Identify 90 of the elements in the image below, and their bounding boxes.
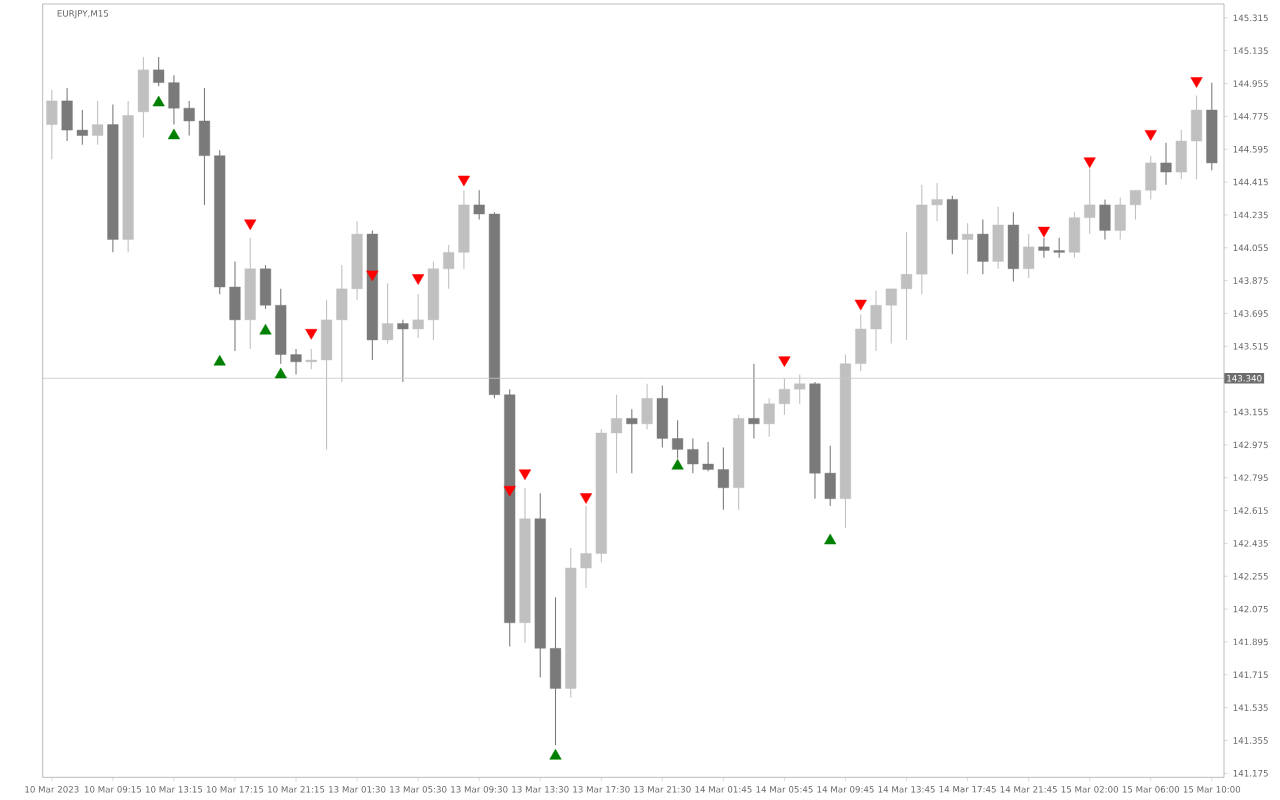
point bbox=[305, 329, 318, 340]
candlestick bbox=[397, 319, 409, 383]
y-tick-label: 142.075 bbox=[1233, 605, 1268, 613]
x-tick-label: 14 Mar 01:45 bbox=[695, 786, 752, 793]
y-tick-label: 143.695 bbox=[1233, 310, 1268, 317]
x-tick-label: 10 Mar 2023 bbox=[25, 786, 79, 793]
x-tick-label: 10 Mar 17:15 bbox=[206, 786, 264, 793]
point bbox=[1083, 157, 1096, 169]
candlestick bbox=[412, 293, 424, 339]
y-tick-label: 141.175 bbox=[1233, 770, 1268, 777]
y-tick-label: 145.315 bbox=[1233, 14, 1268, 22]
point bbox=[778, 356, 791, 367]
candlestick bbox=[1160, 142, 1172, 186]
candlestick bbox=[885, 288, 897, 345]
y-tick-label: 141.895 bbox=[1233, 638, 1268, 646]
point bbox=[412, 274, 425, 285]
x-tick-label: 14 Mar 21:45 bbox=[1000, 786, 1057, 793]
point bbox=[503, 485, 516, 497]
x-tick-label: 13 Mar 21:30 bbox=[634, 786, 691, 793]
candlestick bbox=[763, 397, 775, 438]
x-tick-label: 10 Mar 13:15 bbox=[145, 786, 203, 793]
y-tick-label: 144.595 bbox=[1233, 145, 1268, 153]
candlestick bbox=[153, 56, 165, 87]
y-tick-label: 143.155 bbox=[1233, 408, 1268, 416]
candlestick bbox=[443, 244, 455, 290]
candlestick bbox=[870, 290, 882, 352]
y-tick-label: 142.255 bbox=[1233, 572, 1268, 580]
candlestick bbox=[687, 437, 699, 474]
x-tick-label: 15 Mar 06:00 bbox=[1122, 786, 1180, 793]
y-tick-label: 141.715 bbox=[1233, 671, 1268, 678]
y-tick-label: 144.235 bbox=[1233, 211, 1268, 219]
x-tick-label: 13 Mar 05:30 bbox=[390, 786, 447, 793]
y-tick-label: 142.435 bbox=[1233, 540, 1268, 547]
x-tick-label: 13 Mar 01:30 bbox=[329, 786, 386, 793]
candlestick bbox=[717, 447, 729, 511]
point bbox=[549, 749, 562, 760]
candlestick bbox=[580, 505, 592, 589]
candlestick bbox=[702, 441, 714, 472]
ref-line-label: 143.340 bbox=[1227, 374, 1262, 382]
y-tick-label: 142.615 bbox=[1233, 507, 1268, 514]
candlestick bbox=[931, 182, 943, 222]
x-tick-label: 13 Mar 17:30 bbox=[573, 786, 630, 793]
x-tick-label: 13 Mar 09:30 bbox=[451, 786, 508, 793]
candlestick bbox=[183, 100, 195, 137]
x-tick-label: 15 Mar 02:00 bbox=[1061, 786, 1119, 793]
y-tick-label: 142.975 bbox=[1233, 441, 1268, 449]
y-tick-label: 144.775 bbox=[1233, 113, 1268, 120]
x-tick-label: 14 Mar 09:45 bbox=[817, 786, 874, 793]
point bbox=[366, 270, 379, 282]
candlestick bbox=[1129, 189, 1142, 221]
point bbox=[1144, 130, 1157, 141]
candlestick bbox=[305, 348, 317, 370]
candlestick bbox=[46, 89, 58, 160]
x-tick-label: 14 Mar 05:45 bbox=[756, 786, 813, 793]
candlestick bbox=[901, 231, 913, 341]
point bbox=[579, 493, 593, 504]
x-tick-label: 10 Mar 09:15 bbox=[84, 786, 142, 793]
point bbox=[244, 219, 257, 231]
point bbox=[1190, 77, 1203, 88]
y-tick-label: 144.955 bbox=[1233, 80, 1268, 87]
point bbox=[1037, 226, 1050, 238]
x-tick-label: 14 Mar 13:45 bbox=[878, 786, 935, 793]
point bbox=[854, 299, 867, 311]
candlestick bbox=[962, 222, 974, 275]
y-tick-label: 142.795 bbox=[1233, 474, 1268, 481]
y-tick-label: 144.415 bbox=[1233, 178, 1268, 186]
y-tick-label: 145.135 bbox=[1233, 47, 1268, 54]
y-tick-label: 141.355 bbox=[1233, 737, 1268, 744]
candlestick bbox=[1023, 233, 1035, 279]
x-tick-label: 14 Mar 17:45 bbox=[939, 786, 996, 793]
candlestick bbox=[748, 363, 760, 440]
x-tick-label: 15 Mar 10:00 bbox=[1183, 786, 1241, 793]
candlestick bbox=[473, 189, 485, 221]
y-tick-label: 143.515 bbox=[1233, 343, 1268, 350]
candlestick bbox=[382, 282, 394, 345]
candlestick bbox=[1038, 237, 1050, 259]
point bbox=[518, 469, 532, 481]
candlestick bbox=[76, 109, 88, 146]
point bbox=[457, 175, 470, 187]
text: EURJPY,M15 bbox=[57, 10, 109, 19]
candlestick bbox=[92, 100, 104, 146]
x-tick-label: 10 Mar 21:15 bbox=[268, 786, 325, 793]
y-tick-label: 143.875 bbox=[1233, 277, 1268, 284]
candlestick bbox=[1053, 237, 1065, 259]
y-tick-label: 144.055 bbox=[1233, 244, 1268, 252]
candlestick bbox=[611, 394, 623, 474]
candlestick bbox=[290, 348, 302, 376]
candlestick bbox=[626, 408, 638, 474]
y-tick-label: 141.535 bbox=[1233, 704, 1268, 711]
x-tick-label: 13 Mar 13:30 bbox=[512, 786, 569, 793]
